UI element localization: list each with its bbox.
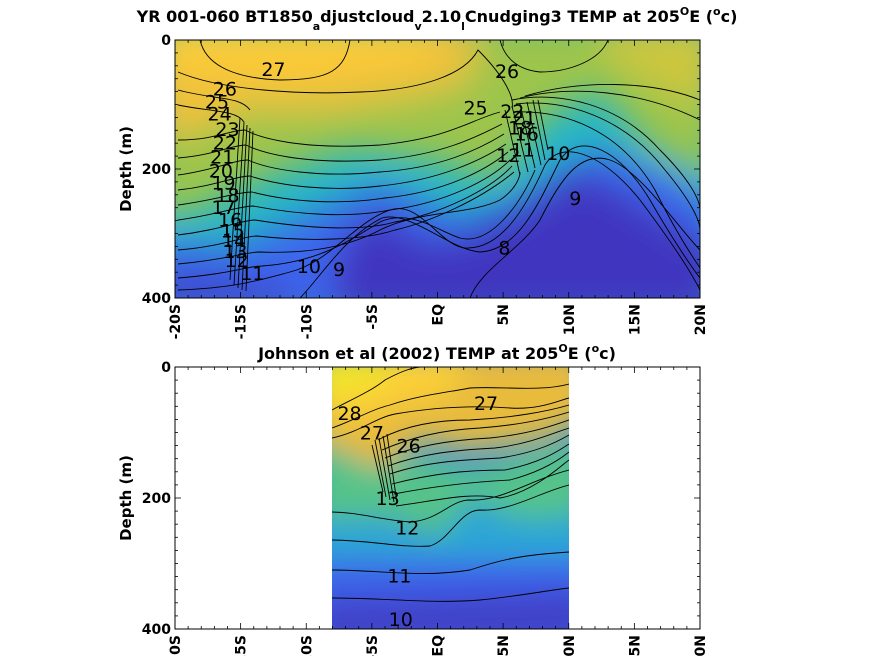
contour-label: 22 <box>213 133 237 155</box>
contour-label: 27 <box>360 423 384 445</box>
x-tick-label: -20S <box>168 304 184 339</box>
contour-label: 23 <box>215 119 239 141</box>
y-axis-label-observed: Depth (m) <box>117 455 135 541</box>
contour-label: 22 <box>500 101 524 123</box>
tick-marks-observed <box>174 366 701 630</box>
contour-label: 17 <box>211 197 235 219</box>
contour-label: 11 <box>387 565 411 587</box>
contour-label: 26 <box>213 78 237 100</box>
x-tick-label: 20N <box>693 304 709 335</box>
contour-label: 21 <box>512 107 536 129</box>
contour-label: 10 <box>297 256 321 278</box>
contour-label: 26 <box>397 436 421 458</box>
contour-label: 20 <box>209 160 233 182</box>
contour-label: 28 <box>337 403 361 425</box>
contour-label: 12 <box>395 517 419 539</box>
y-tick-label: 0 <box>161 360 171 376</box>
contour-label: 27 <box>261 59 285 81</box>
contour-label: 13 <box>223 241 247 263</box>
contour-label: 12 <box>225 250 249 272</box>
contour-label: 16 <box>218 209 242 231</box>
y-tick-label: 400 <box>142 291 171 307</box>
contour-label: 8 <box>498 238 510 260</box>
contour-label: 18 <box>508 118 532 140</box>
x-tick-label: 5N <box>496 304 512 325</box>
contour-label: 12 <box>496 145 520 167</box>
chart-title-observed: Johnson et al (2002) TEMP at 205OE (oc) <box>257 342 616 363</box>
y-tick-label: 400 <box>142 622 171 638</box>
y-tick-label: 200 <box>142 162 171 178</box>
x-tick-label: 10N <box>562 635 578 656</box>
x-tick-label: 20N <box>693 635 709 656</box>
contour-lines-model <box>177 40 700 298</box>
x-tick-label: -10S <box>299 635 315 656</box>
contour-label: 24 <box>208 104 232 126</box>
x-tick-label: -15S <box>234 635 250 656</box>
contour-label: 27 <box>474 393 498 415</box>
y-axis-label-model: Depth (m) <box>117 126 135 212</box>
contour-label: 9 <box>569 188 581 210</box>
x-tick-label: -20S <box>168 635 184 656</box>
chart-panel-model: YR 001-060 BT1850adjustcloudv2.10lCnudgi… <box>117 5 738 299</box>
contour-label: 10 <box>389 609 413 631</box>
contour-label: 18 <box>215 185 239 207</box>
contour-label: 13 <box>376 488 400 510</box>
axes-model: Depth (m) <box>117 39 701 299</box>
y-tick-label: 0 <box>161 33 171 49</box>
x-tick-label: EQ <box>431 635 447 656</box>
x-tick-label: 5N <box>496 635 512 656</box>
x-tick-label: -15S <box>234 304 250 339</box>
contour-label: 9 <box>333 259 345 281</box>
x-tick-label: -10S <box>299 304 315 339</box>
x-tick-label: EQ <box>431 304 447 326</box>
contour-label: 21 <box>210 147 234 169</box>
x-tick-label: -5S <box>365 635 381 656</box>
contour-label: 19 <box>211 173 235 195</box>
contour-label: 15 <box>221 220 245 242</box>
x-tick-label: 15N <box>627 304 643 335</box>
x-tick-label: -5S <box>365 304 381 330</box>
tick-marks-model <box>174 39 701 299</box>
contour-label: 26 <box>495 61 519 83</box>
chart-title-model: YR 001-060 BT1850adjustcloudv2.10lCnudgi… <box>136 5 738 33</box>
contour-label: 25 <box>463 98 487 120</box>
contour-label: 11 <box>511 140 535 162</box>
contour-label: 25 <box>205 91 229 113</box>
contour-lines-observed <box>332 367 569 602</box>
contour-label: 10 <box>546 143 570 165</box>
chart-panel-observed: Johnson et al (2002) TEMP at 205OE (oc) <box>117 342 701 631</box>
axes-observed: Depth (m) <box>117 366 701 630</box>
x-tick-label: 15N <box>627 635 643 656</box>
contour-label: 16 <box>515 124 539 146</box>
contour-label: 14 <box>222 230 246 252</box>
x-tick-label: 10N <box>562 304 578 335</box>
contour-label: 11 <box>240 263 264 285</box>
y-tick-label: 200 <box>142 491 171 507</box>
